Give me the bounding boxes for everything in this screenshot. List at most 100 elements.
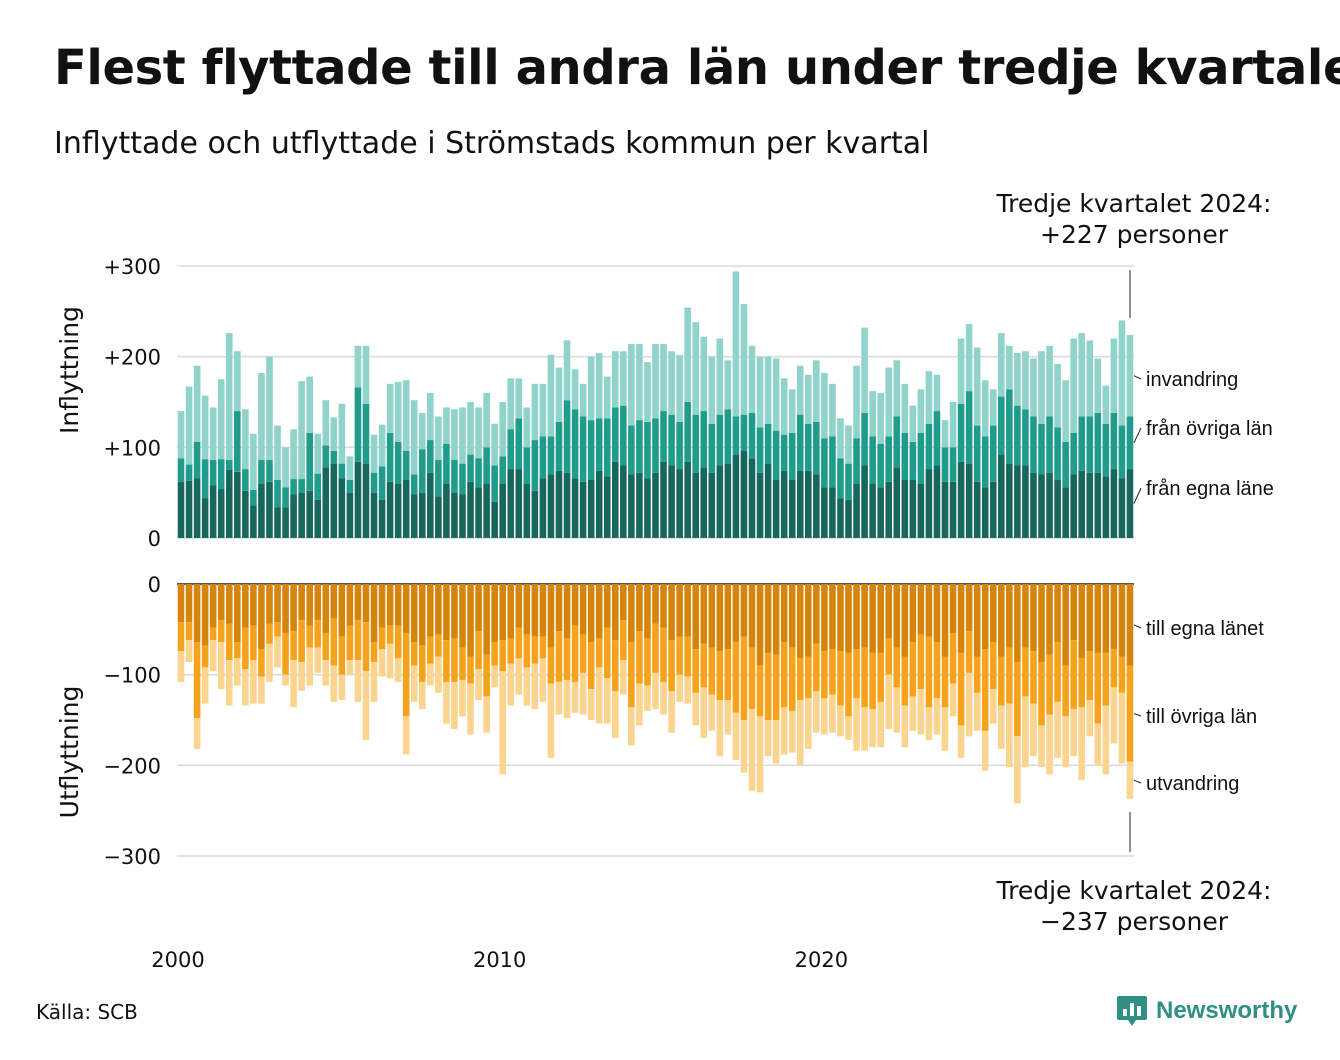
bar-segment (338, 584, 346, 637)
bar-segment (571, 369, 579, 410)
bar-segment (660, 584, 667, 628)
bar-segment (949, 447, 957, 482)
bar-segment (338, 636, 346, 675)
bar-segment (901, 705, 909, 748)
bar-segment (201, 459, 209, 499)
bar-segment (813, 474, 820, 538)
bar-segment (1046, 584, 1053, 655)
bar-segment (772, 431, 780, 480)
bar-segment (225, 584, 233, 624)
bar-segment (314, 473, 322, 500)
bar-segment (853, 584, 860, 650)
bar-segment (780, 642, 788, 708)
bar-segment (1086, 584, 1094, 652)
bar-segment (611, 584, 619, 641)
bar-segment (234, 351, 241, 412)
bar-segment (185, 480, 193, 538)
bar-segment (362, 671, 370, 740)
bar-segment (427, 392, 434, 441)
y-tick-label: +300 (103, 255, 161, 279)
bar-segment (603, 376, 611, 419)
bar-segment (1102, 476, 1110, 538)
bar-segment (209, 407, 217, 461)
bar-segment (837, 498, 844, 538)
bar-segment (1030, 358, 1037, 417)
bar-segment (901, 656, 909, 706)
bar-segment (322, 467, 330, 538)
bar-segment (354, 660, 362, 702)
bar-segment (611, 640, 619, 691)
bar-segment (957, 584, 965, 653)
bar-segment (748, 458, 756, 538)
bar-segment (185, 640, 193, 662)
bar-segment (909, 405, 917, 442)
bar-segment (813, 643, 820, 691)
bar-segment (1118, 656, 1126, 693)
bar-segment (547, 647, 555, 684)
bar-segment (869, 483, 876, 538)
bar-segment (805, 584, 812, 657)
bar-segment (700, 467, 708, 538)
bar-segment (821, 487, 828, 538)
bar-segment (837, 418, 844, 459)
bar-segment (813, 690, 820, 733)
bar-segment (1086, 340, 1094, 417)
bar-segment (250, 433, 257, 490)
bar-segment (700, 411, 708, 468)
bar-segment (652, 472, 659, 538)
bar-segment (652, 672, 659, 710)
bar-segment (274, 636, 281, 668)
newsworthy-logo[interactable]: Newsworthy (1116, 994, 1297, 1028)
bar-segment (394, 584, 402, 626)
bar-segment (652, 418, 659, 473)
bar-segment (973, 692, 981, 731)
bar-segment (917, 634, 925, 690)
bar-segment (258, 676, 265, 704)
bar-segment (547, 584, 555, 648)
bar-segment (193, 584, 201, 643)
label-leader-line (1133, 779, 1142, 784)
bar-segment (740, 414, 748, 451)
bar-segment (965, 391, 973, 464)
bar-segment (692, 584, 699, 650)
bar-segment (298, 492, 305, 538)
label-leader-line (1133, 427, 1142, 444)
bar-segment (981, 730, 989, 771)
bar-segment (274, 425, 281, 480)
bar-segment (362, 345, 370, 404)
bar-segment (443, 681, 450, 724)
bar-segment (418, 492, 426, 538)
bar-segment (981, 380, 989, 437)
bar-segment (676, 584, 683, 637)
bar-segment (322, 400, 330, 446)
bar-segment (1014, 405, 1021, 466)
bar-segment (491, 584, 498, 643)
bar-segment (756, 716, 764, 793)
bar-segment (861, 465, 868, 538)
bar-segment (507, 663, 515, 706)
bar-segment (451, 460, 458, 493)
label-leader-line (1133, 487, 1142, 504)
annotation-text: +227 personer (1040, 220, 1229, 249)
bar-segment (603, 418, 611, 477)
bar-segment (684, 307, 691, 402)
bar-segment (708, 647, 716, 695)
bar-segment (1110, 584, 1118, 650)
bar-segment (925, 636, 933, 708)
bar-segment (1094, 652, 1102, 724)
bar-segment (628, 584, 635, 643)
bar-segment (242, 469, 249, 491)
bar-segment (1062, 584, 1069, 666)
bar-segment (611, 351, 619, 408)
bar-segment (370, 434, 378, 473)
bar-segment (410, 494, 418, 538)
bar-segment (941, 584, 949, 657)
bar-segment (555, 470, 563, 538)
bar-segment (909, 584, 917, 643)
bar-segment (708, 694, 716, 731)
bar-segment (692, 414, 699, 473)
bar-segment (451, 681, 458, 730)
bar-segment (829, 436, 836, 488)
bar-segment (1118, 478, 1126, 538)
